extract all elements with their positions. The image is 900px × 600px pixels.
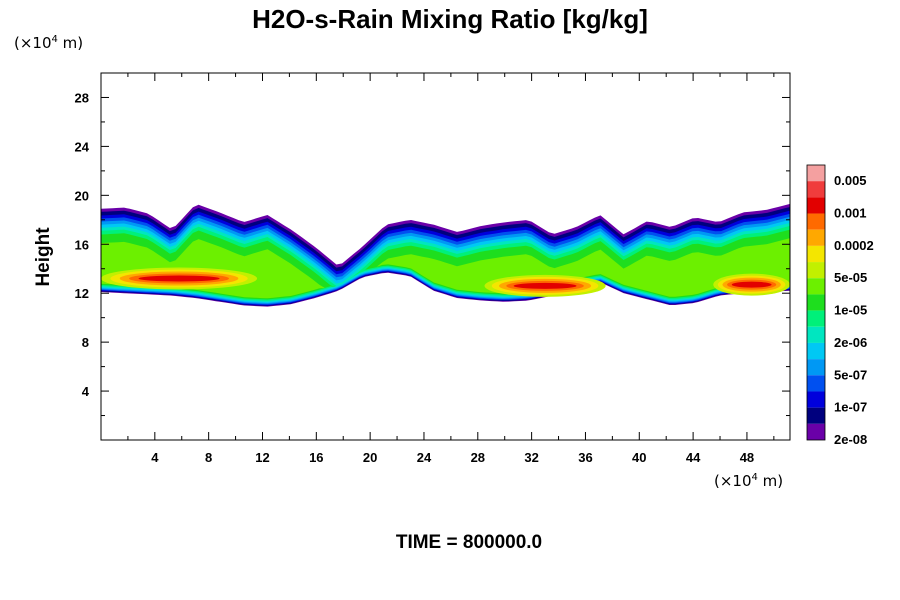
x-tick-label: 16 xyxy=(309,450,323,465)
colorbar-frame xyxy=(806,164,826,441)
x-tick-label: 28 xyxy=(471,450,485,465)
rain-field xyxy=(101,203,790,307)
x-tick-label: 40 xyxy=(632,450,646,465)
colorbar-swatch xyxy=(807,245,825,263)
contour-level-9 xyxy=(101,238,790,299)
colorbar-swatch xyxy=(807,213,825,230)
y-tick-label: 12 xyxy=(75,286,89,301)
x-tick-label: 12 xyxy=(255,450,269,465)
colorbar-label: 1e-07 xyxy=(834,400,867,415)
colorbar-swatch xyxy=(807,294,825,311)
x-tick-label: 32 xyxy=(524,450,538,465)
y-tick-label: 4 xyxy=(82,384,90,399)
x-axis: 4 8 12 16 20 24 28 32 36 40 44 48 xyxy=(127,73,775,465)
colorbar-label: 2e-08 xyxy=(834,432,867,447)
chart-title: H2O-s-Rain Mixing Ratio [kg/kg] xyxy=(252,4,648,34)
colorbar-label: 5e-07 xyxy=(834,367,867,382)
y-tick-label: 16 xyxy=(75,237,89,252)
colorbar-label: 0.0002 xyxy=(834,238,874,253)
colorbar-swatch xyxy=(807,375,825,392)
core-level-4 xyxy=(513,282,577,289)
colorbar-label: 1e-05 xyxy=(834,303,867,318)
y-tick-label: 28 xyxy=(75,90,89,105)
x-tick-label: 4 xyxy=(151,450,159,465)
y-axis-title: Height xyxy=(33,227,54,287)
colorbar: 0.005 0.001 0.0002 5e-05 1e-05 2e-06 5e-07 1e-0… xyxy=(806,164,874,447)
y-axis: 4 8 12 16 20 24 28 xyxy=(75,90,790,417)
colorbar-label: 5e-05 xyxy=(834,270,867,285)
x-tick-label: 36 xyxy=(578,450,592,465)
colorbar-swatch xyxy=(807,165,825,182)
plot-frame xyxy=(100,72,791,441)
colorbar-swatch xyxy=(807,310,825,327)
y-tick-label: 24 xyxy=(75,139,90,154)
colorbar-swatch xyxy=(807,326,825,343)
core-segment xyxy=(713,273,790,296)
colorbar-swatch xyxy=(807,423,825,440)
colorbar-label: 0.001 xyxy=(834,206,867,221)
colorbar-swatch xyxy=(807,278,825,295)
x-tick-label: 48 xyxy=(740,450,754,465)
core-segment xyxy=(101,267,258,290)
y-tick-label: 20 xyxy=(75,188,89,203)
y-unit-label: (×104 m) xyxy=(14,34,84,52)
colorbar-label: 0.005 xyxy=(834,173,867,188)
x-unit-label: (×104 m) xyxy=(714,472,784,490)
colorbar-swatch xyxy=(807,359,825,376)
x-tick-label: 44 xyxy=(686,450,701,465)
colorbar-swatch xyxy=(807,197,825,214)
colorbar-swatch xyxy=(807,391,825,408)
x-tick-label: 20 xyxy=(363,450,377,465)
x-tick-label: 8 xyxy=(205,450,212,465)
colorbar-swatch xyxy=(807,181,825,198)
core-level-4 xyxy=(138,275,220,282)
x-tick-label: 24 xyxy=(417,450,432,465)
colorbar-label: 2e-06 xyxy=(834,335,867,350)
colorbar-swatch xyxy=(807,229,825,246)
time-label: TIME = 800000.0 xyxy=(395,532,543,553)
colorbar-swatch xyxy=(807,407,825,424)
colorbar-swatch xyxy=(807,262,825,279)
y-tick-label: 8 xyxy=(82,335,89,350)
core-level-4 xyxy=(731,281,772,288)
colorbar-swatch xyxy=(807,342,825,360)
core-segment xyxy=(484,274,606,297)
